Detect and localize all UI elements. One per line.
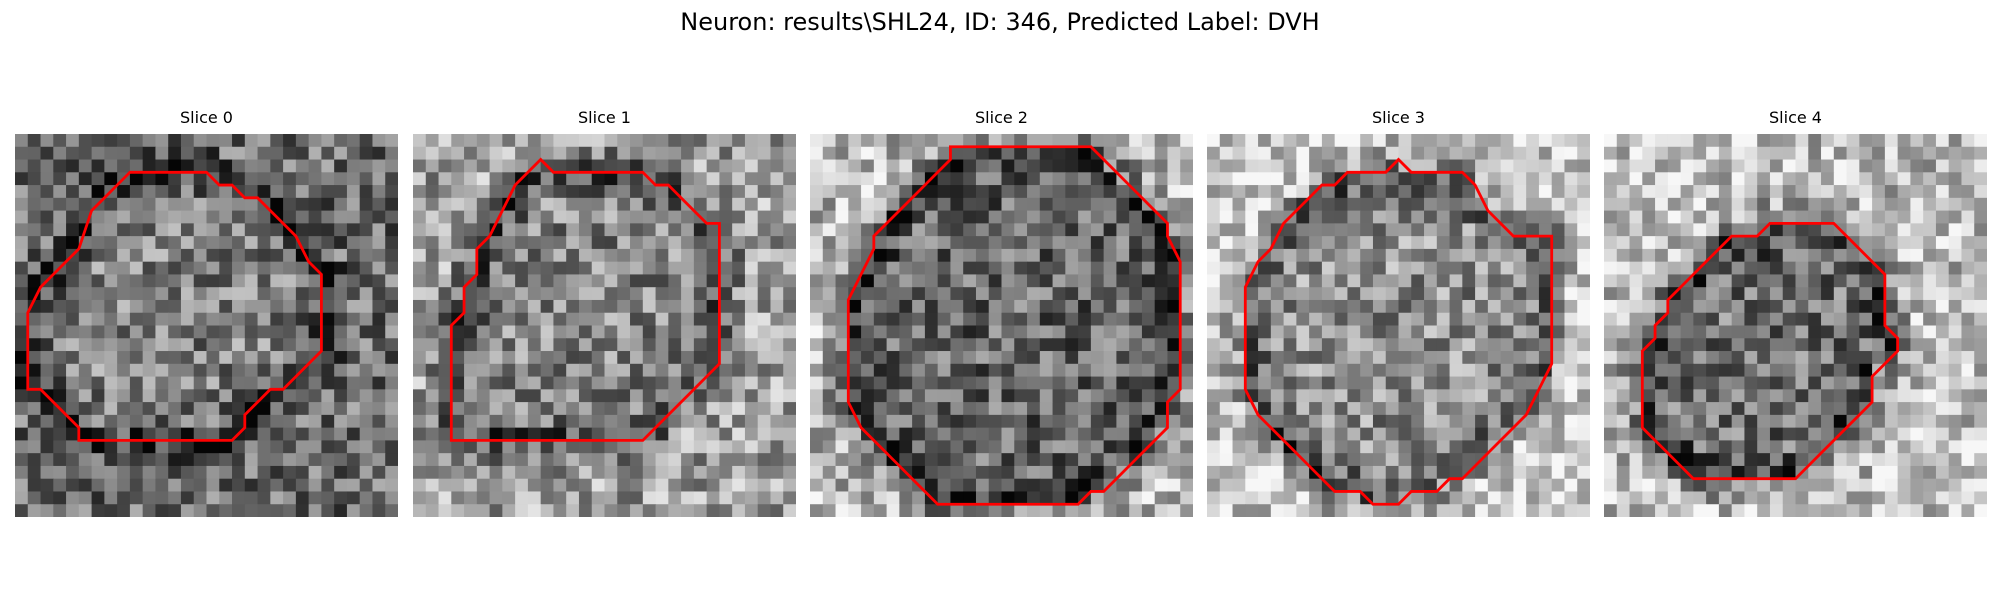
slice-panel-2: Slice 2 bbox=[810, 108, 1193, 518]
slice-image bbox=[1207, 134, 1590, 517]
slice-panel-0: Slice 0 bbox=[15, 108, 398, 518]
slice-title: Slice 4 bbox=[1604, 108, 1987, 127]
slice-image bbox=[1604, 134, 1987, 517]
slice-panel-3: Slice 3 bbox=[1207, 108, 1590, 518]
slice-panel-1: Slice 1 bbox=[413, 108, 796, 518]
figure-title: Neuron: results\SHL24, ID: 346, Predicte… bbox=[0, 8, 2000, 36]
slice-panel-4: Slice 4 bbox=[1604, 108, 1987, 518]
slice-title: Slice 1 bbox=[413, 108, 796, 127]
slice-image bbox=[810, 134, 1193, 517]
pixel-texture bbox=[1604, 134, 1987, 517]
pixel-texture bbox=[15, 134, 398, 517]
slice-title: Slice 2 bbox=[810, 108, 1193, 127]
slice-image bbox=[413, 134, 796, 517]
pixel-texture bbox=[413, 134, 796, 517]
slice-title: Slice 0 bbox=[15, 108, 398, 127]
pixel-texture bbox=[1207, 134, 1590, 517]
slice-title: Slice 3 bbox=[1207, 108, 1590, 127]
slice-image bbox=[15, 134, 398, 517]
